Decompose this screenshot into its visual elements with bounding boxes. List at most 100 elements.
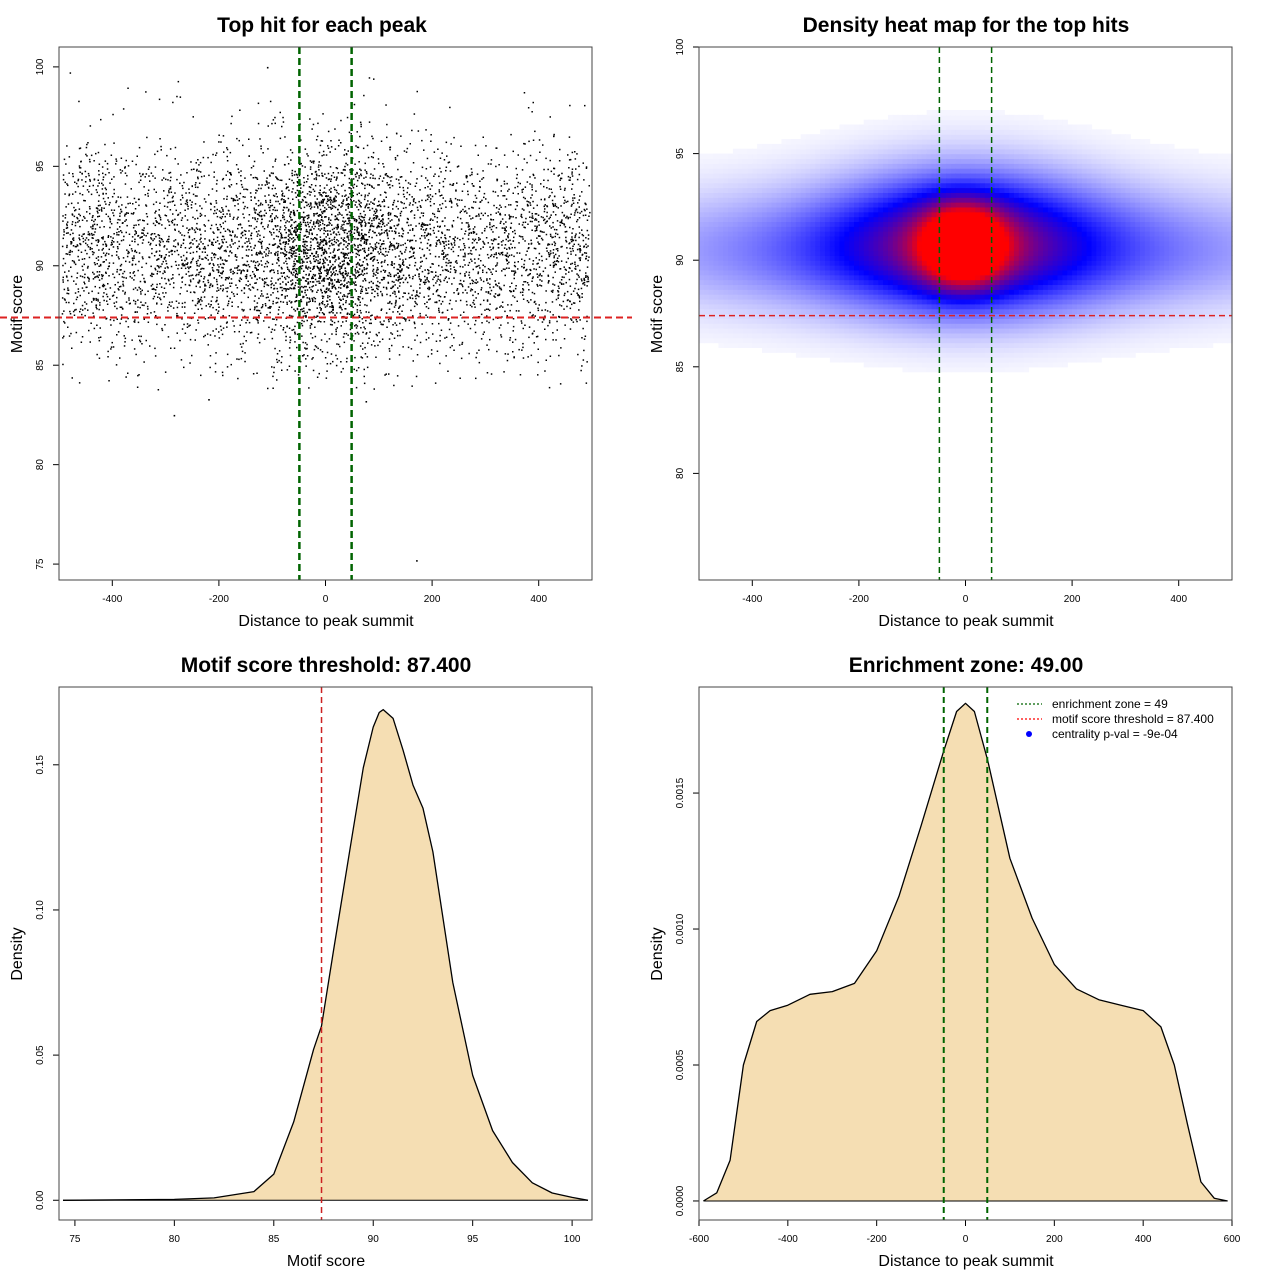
scatter-point: [90, 226, 92, 228]
scatter-point: [552, 264, 555, 267]
scatter-point: [577, 264, 579, 267]
scatter-point: [521, 208, 524, 210]
scatter-point: [533, 292, 536, 295]
scatter-point: [468, 225, 470, 228]
scatter-point: [277, 309, 280, 311]
scatter-point: [270, 280, 272, 282]
scatter-point: [372, 248, 375, 250]
scatter-point: [537, 262, 539, 265]
scatter-point: [581, 365, 583, 367]
scatter-point: [93, 179, 96, 181]
scatter-point: [567, 216, 569, 219]
scatter-point: [218, 228, 220, 231]
scatter-point: [137, 306, 139, 308]
scatter-point: [182, 264, 184, 267]
scatter-point: [172, 101, 174, 104]
scatter-point: [117, 256, 120, 258]
scatter-point: [376, 269, 378, 271]
scatter-point: [364, 205, 367, 207]
scatter-point: [506, 315, 508, 317]
scatter-point: [244, 242, 246, 244]
scatter-point: [147, 168, 150, 170]
scatter-point: [162, 292, 164, 294]
scatter-point: [184, 312, 186, 314]
scatter-point: [326, 305, 328, 307]
scatter-point: [284, 295, 286, 298]
scatter-point: [383, 166, 385, 168]
scatter-point: [131, 250, 133, 252]
scatter-point: [398, 275, 401, 277]
scatter-point: [314, 260, 317, 263]
scatter-point: [320, 266, 323, 268]
scatter-point: [97, 292, 100, 294]
scatter-point: [134, 287, 137, 289]
scatter-point: [300, 279, 302, 281]
scatter-point: [296, 236, 299, 239]
scatter-point: [263, 251, 266, 253]
scatter-point: [226, 160, 229, 162]
scatter-point: [402, 304, 404, 306]
scatter-point: [281, 237, 284, 239]
scatter-point: [89, 208, 91, 210]
scatter-point: [196, 264, 198, 267]
scatter-point: [210, 161, 212, 164]
scatter-point: [379, 247, 381, 250]
scatter-point: [390, 287, 392, 289]
scatter-point: [263, 320, 265, 322]
scatter-point: [507, 235, 509, 237]
scatter-point: [393, 215, 396, 217]
scatter-point: [309, 267, 312, 269]
scatter-point: [399, 322, 401, 325]
scatter-point: [515, 217, 517, 219]
scatter-point: [67, 289, 69, 291]
scatter-point: [556, 257, 559, 259]
scatter-point: [398, 220, 400, 222]
scatter-point: [185, 192, 187, 194]
scatter-point: [300, 267, 303, 270]
scatter-point: [444, 234, 446, 236]
scatter-point: [419, 267, 421, 269]
scatter-point: [474, 323, 476, 326]
scatter-point: [229, 230, 231, 233]
scatter-point: [442, 269, 444, 272]
scatter-point: [344, 229, 346, 231]
scatter-point: [318, 175, 320, 177]
scatter-point: [382, 214, 384, 216]
scatter-point: [359, 243, 361, 246]
scatter-point: [262, 152, 264, 154]
scatter-point: [460, 210, 462, 212]
scatter-point: [271, 263, 274, 265]
scatter-point: [579, 257, 582, 259]
scatter-point: [112, 346, 115, 348]
scatter-point: [151, 248, 153, 250]
scatter-point: [437, 275, 439, 278]
scatter-point: [258, 230, 260, 232]
scatter-point: [222, 308, 225, 310]
scatter-point: [540, 237, 543, 240]
scatter-point: [543, 210, 546, 213]
scatter-point: [374, 243, 377, 245]
scatter-point: [366, 292, 369, 294]
scatter-point: [282, 214, 284, 217]
scatter-point: [337, 343, 340, 346]
scatter-point: [192, 257, 194, 260]
scatter-point: [296, 209, 299, 212]
scatter-point: [284, 236, 286, 239]
scatter-point: [395, 178, 398, 180]
scatter-point: [97, 241, 99, 243]
scatter-point: [91, 216, 94, 219]
scatter-point: [199, 238, 201, 241]
scatter-point: [242, 264, 244, 266]
scatter-point: [583, 284, 586, 286]
scatter-point: [472, 228, 475, 230]
scatter-point: [355, 263, 358, 266]
scatter-point: [315, 139, 318, 141]
scatter-point: [386, 234, 389, 237]
scatter-point: [365, 243, 368, 245]
scatter-point: [259, 241, 261, 243]
scatter-point: [585, 274, 587, 277]
scatter-point: [357, 227, 359, 230]
scatter-point: [134, 230, 136, 232]
scatter-point: [218, 243, 221, 245]
scatter-point: [398, 307, 400, 309]
